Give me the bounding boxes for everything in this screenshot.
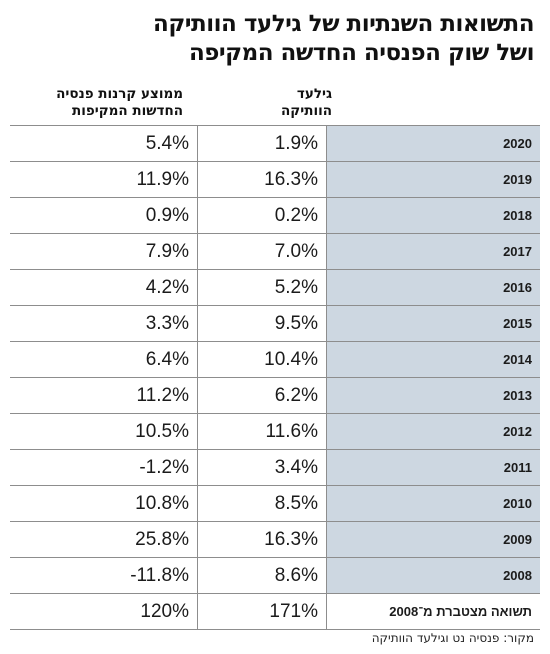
gilad-return-cell: 9.5% [197,305,327,342]
title-line-1: התשואות השנתיות של גילעד הוותיקה [153,11,534,37]
year-cell: 2009 [326,521,540,558]
average-return-cell: 10.5% [10,413,198,450]
gilad-return-cell: 8.5% [197,485,327,522]
table-row: 11.9% 16.3% 2019 [10,161,540,198]
average-return-cell: 120% [10,593,198,630]
returns-table: 5.4% 1.9% 2020 11.9% 16.3% 2019 0.9% 0.2% 2018 7.… [10,125,540,630]
column-header-average: ממוצע קרנות פנסיה החדשות המקיפות [56,86,183,120]
gilad-return-cell: 7.0% [197,233,327,270]
gilad-return-cell: 171% [197,593,327,630]
average-return-cell: -11.8% [10,557,198,594]
year-cell: 2008 [326,557,540,594]
average-return-cell: 11.2% [10,377,198,414]
year-cell: 2013 [326,377,540,414]
average-return-cell: 0.9% [10,197,198,234]
gilad-return-cell: 10.4% [197,341,327,378]
table-row: 7.9% 7.0% 2017 [10,233,540,270]
table-row: -1.2% 3.4% 2011 [10,449,540,486]
table-row: -11.8% 8.6% 2008 [10,557,540,594]
year-cell: 2017 [326,233,540,270]
average-return-cell: 5.4% [10,125,198,162]
average-return-cell: 4.2% [10,269,198,306]
gilad-return-cell: 0.2% [197,197,327,234]
table-row: 0.9% 0.2% 2018 [10,197,540,234]
gilad-return-cell: 5.2% [197,269,327,306]
chart-title: התשואות השנתיות של גילעד הוותיקה ושל שוק… [14,10,534,68]
column-header-gilad-line-2: הוותיקה [281,103,332,119]
gilad-return-cell: 16.3% [197,161,327,198]
year-cell: 2012 [326,413,540,450]
table-row: 10.8% 8.5% 2010 [10,485,540,522]
gilad-return-cell: 11.6% [197,413,327,450]
gilad-return-cell: 16.3% [197,521,327,558]
column-header-average-line-2: החדשות המקיפות [72,103,183,119]
average-return-cell: 3.3% [10,305,198,342]
gilad-return-cell: 8.6% [197,557,327,594]
gilad-return-cell: 6.2% [197,377,327,414]
table-row: 25.8% 16.3% 2009 [10,521,540,558]
year-cell: 2019 [326,161,540,198]
table-row: 11.2% 6.2% 2013 [10,377,540,414]
average-return-cell: -1.2% [10,449,198,486]
average-return-cell: 25.8% [10,521,198,558]
average-return-cell: 6.4% [10,341,198,378]
table-row: 3.3% 9.5% 2015 [10,305,540,342]
table-row: 10.5% 11.6% 2012 [10,413,540,450]
average-return-cell: 7.9% [10,233,198,270]
total-label-cell: תשואה מצטברת מ־2008 [326,593,540,630]
year-cell: 2010 [326,485,540,522]
gilad-return-cell: 3.4% [197,449,327,486]
table-row: 5.4% 1.9% 2020 [10,125,540,162]
table-row: 6.4% 10.4% 2014 [10,341,540,378]
year-cell: 2018 [326,197,540,234]
year-cell: 2016 [326,269,540,306]
year-cell: 2011 [326,449,540,486]
year-cell: 2020 [326,125,540,162]
source-note: מקור: פנסיה נט וגילעד הוותיקה [371,631,534,645]
gilad-return-cell: 1.9% [197,125,327,162]
total-row: 120% 171% תשואה מצטברת מ־2008 [10,593,540,630]
average-return-cell: 10.8% [10,485,198,522]
average-return-cell: 11.9% [10,161,198,198]
column-header-gilad-line-1: גילעד [296,86,332,102]
year-cell: 2015 [326,305,540,342]
column-header-average-line-1: ממוצע קרנות פנסיה [56,86,183,102]
column-header-gilad: גילעד הוותיקה [281,86,332,120]
title-line-2: ושל שוק הפנסיה החדשה המקיפה [188,40,535,66]
table-row: 4.2% 5.2% 2016 [10,269,540,306]
year-cell: 2014 [326,341,540,378]
